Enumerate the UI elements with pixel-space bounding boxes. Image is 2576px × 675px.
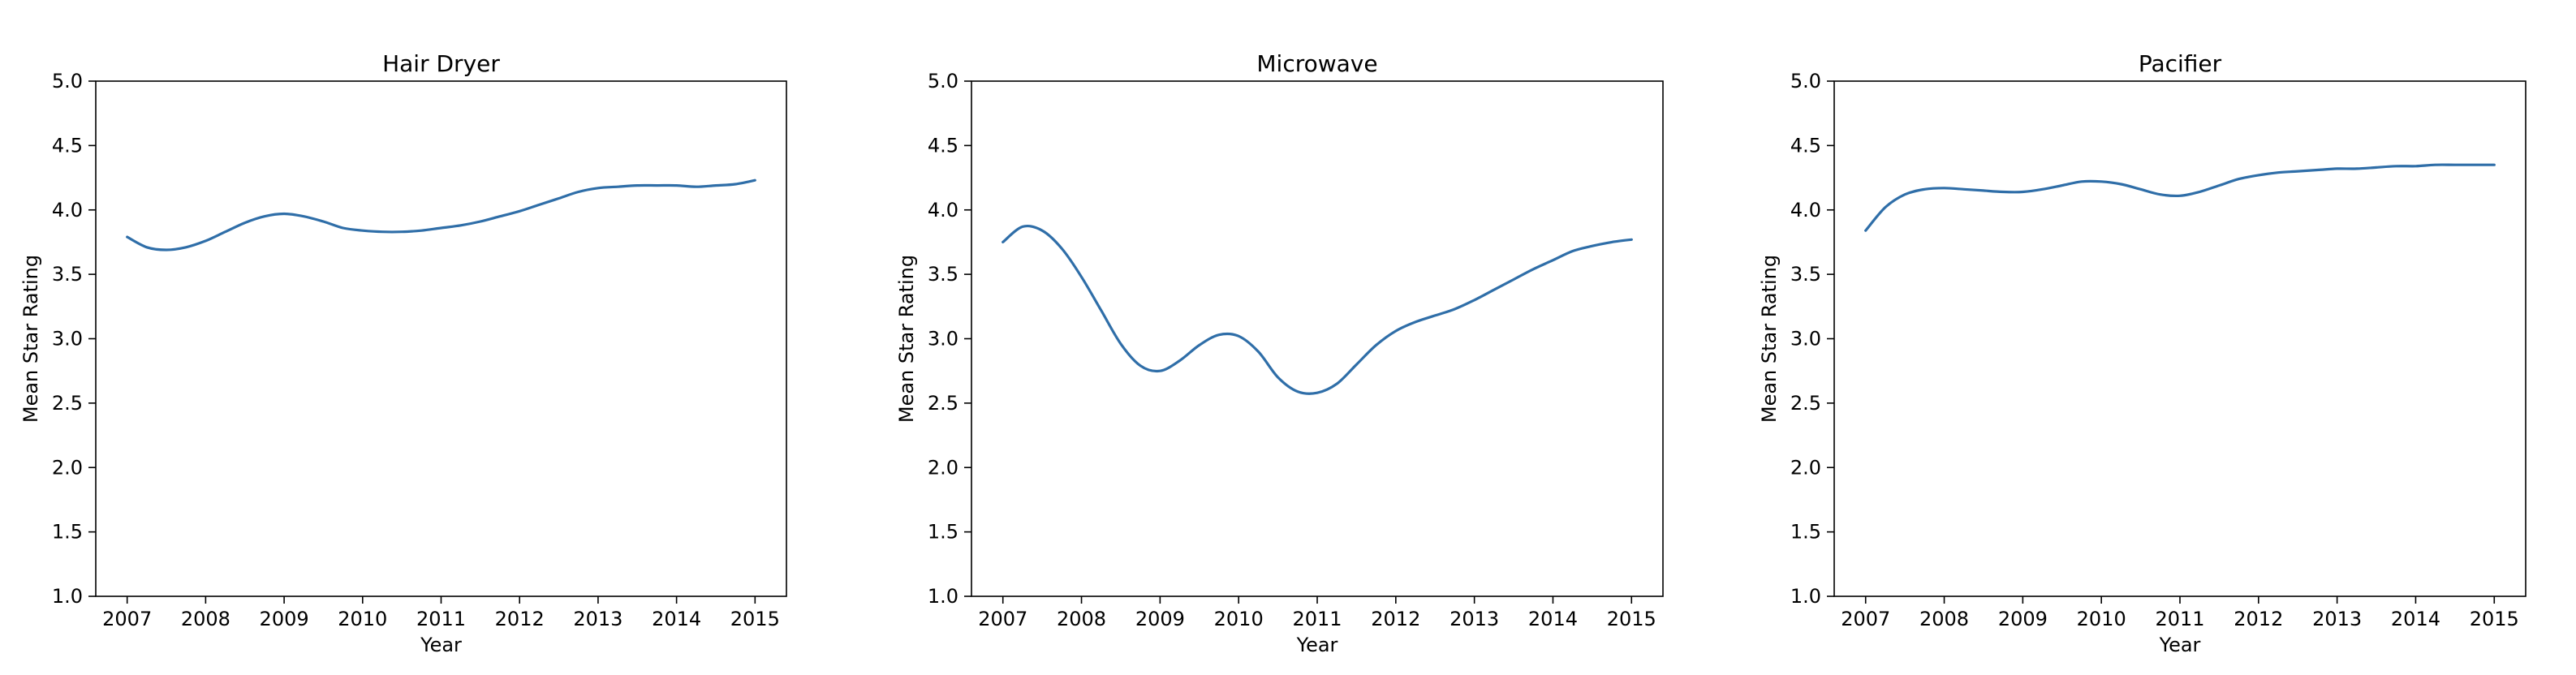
y-tick-label: 4.0 — [928, 199, 958, 221]
y-tick-label: 5.0 — [928, 70, 958, 92]
series-line — [126, 178, 756, 252]
y-tick-label: 5.0 — [1790, 70, 1821, 92]
y-tick-label: 2.5 — [1790, 392, 1821, 415]
y-tick-label: 2.5 — [928, 392, 958, 415]
x-tick-label: 2007 — [978, 608, 1027, 630]
y-axis-label: Mean Star Rating — [895, 255, 918, 423]
x-tick-label: 2014 — [1528, 608, 1578, 630]
x-tick-label: 2013 — [573, 608, 622, 630]
y-tick-label: 2.5 — [52, 392, 83, 415]
chart-title: Pacifier — [2139, 50, 2222, 77]
x-tick-label: 2009 — [260, 608, 309, 630]
x-tick-label: 2014 — [652, 608, 701, 630]
x-axis-label: Year — [420, 634, 462, 656]
y-tick-label: 2.0 — [1790, 456, 1821, 479]
y-tick-label: 1.0 — [1790, 585, 1821, 608]
y-tick-label: 4.5 — [52, 134, 83, 157]
x-tick-label: 2010 — [1214, 608, 1264, 630]
x-tick-label: 2007 — [1841, 608, 1890, 630]
y-tick-label: 3.0 — [928, 328, 958, 350]
axes-frame — [95, 80, 787, 597]
x-tick-label: 2008 — [181, 608, 230, 630]
y-tick-label: 1.0 — [52, 585, 83, 608]
y-tick-label: 1.0 — [928, 585, 958, 608]
x-tick-label: 2009 — [1998, 608, 2048, 630]
x-tick-label: 2015 — [2470, 608, 2519, 630]
y-tick-label: 2.0 — [928, 456, 958, 479]
x-tick-label: 2009 — [1135, 608, 1185, 630]
y-tick-label: 3.5 — [52, 263, 83, 286]
x-tick-label: 2012 — [1371, 608, 1420, 630]
y-tick-label: 5.0 — [52, 70, 83, 92]
x-tick-label: 2013 — [2312, 608, 2362, 630]
y-tick-label: 4.5 — [928, 134, 958, 157]
chart-panel-2: 2007 2008 2009 2010 2011 2012 2013 2014 2015 1.0 1… — [895, 50, 1664, 656]
x-tick-label: 2011 — [2155, 608, 2204, 630]
chart-panel-3: 2007 2008 2009 2010 2011 2012 2013 2014 2015 1.0 1… — [1758, 50, 2526, 656]
x-tick-label: 2014 — [2391, 608, 2440, 630]
x-tick-label: 2011 — [1292, 608, 1342, 630]
x-tick-label: 2007 — [102, 608, 152, 630]
x-tick-label: 2015 — [1607, 608, 1656, 630]
y-tick-label: 3.5 — [1790, 263, 1821, 286]
y-tick-label: 3.5 — [928, 263, 958, 286]
y-tick-label: 4.5 — [1790, 134, 1821, 157]
series-line — [1002, 224, 1633, 395]
y-tick-label: 1.5 — [1790, 521, 1821, 544]
y-tick-label: 3.0 — [1790, 328, 1821, 350]
chart-title: Microwave — [1256, 50, 1377, 77]
y-tick-label: 4.0 — [52, 199, 83, 221]
axes-frame — [1833, 80, 2526, 597]
x-tick-label: 2012 — [2234, 608, 2283, 630]
x-tick-label: 2010 — [338, 608, 387, 630]
y-tick-label: 1.5 — [928, 521, 958, 544]
series-line — [1864, 163, 2496, 232]
x-tick-label: 2011 — [416, 608, 466, 630]
x-axis-label: Year — [2159, 634, 2201, 656]
y-axis-label: Mean Star Rating — [1758, 255, 1781, 423]
x-tick-label: 2015 — [730, 608, 780, 630]
axes-frame — [971, 80, 1664, 597]
x-tick-label: 2013 — [1450, 608, 1499, 630]
y-tick-label: 3.0 — [52, 328, 83, 350]
x-tick-label: 2010 — [2077, 608, 2126, 630]
x-tick-label: 2008 — [1919, 608, 1969, 630]
x-tick-label: 2012 — [495, 608, 545, 630]
y-tick-label: 1.5 — [52, 521, 83, 544]
y-axis-label: Mean Star Rating — [19, 255, 42, 423]
chart-panel-1: 2007 2008 2009 2010 2011 2012 2013 2014 2015 1.0 1… — [19, 50, 787, 656]
chart-title: Hair Dryer — [382, 50, 500, 77]
x-tick-label: 2008 — [1057, 608, 1106, 630]
y-tick-label: 4.0 — [1790, 199, 1821, 221]
y-tick-label: 2.0 — [52, 456, 83, 479]
x-axis-label: Year — [1296, 634, 1338, 656]
